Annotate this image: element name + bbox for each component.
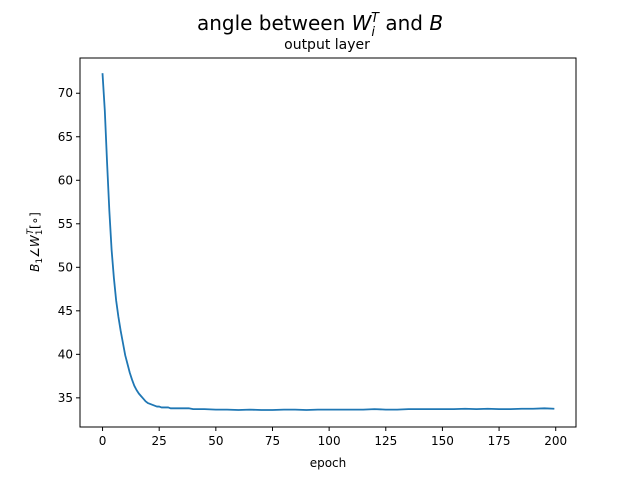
y-tick-label: 45	[58, 304, 73, 318]
title-superscript: T	[371, 11, 380, 26]
y-tick-label: 35	[58, 391, 73, 405]
y-tick-label: 50	[58, 260, 73, 274]
y-axis-ticks: 35 40 45 50 55 60 65 70	[58, 86, 80, 405]
x-tick-label: 0	[99, 434, 107, 448]
y-axis-label: B1∠W1T[∘]	[26, 212, 45, 272]
y-tick-label: 40	[58, 347, 73, 361]
title-symbol-w: W	[352, 11, 373, 35]
x-tick-label: 25	[152, 434, 167, 448]
ylabel-unit: [∘]	[28, 212, 42, 229]
x-tick-label: 150	[431, 434, 454, 448]
chart-subtitle: output layer	[284, 37, 370, 53]
y-tick-label: 55	[58, 217, 73, 231]
ylabel-w-superscript: T	[26, 228, 36, 235]
title-subscript: i	[371, 25, 375, 40]
ylabel-b-subscript: 1	[35, 258, 45, 264]
x-tick-label: 200	[544, 434, 567, 448]
x-tick-label: 75	[265, 434, 280, 448]
x-axis-label: epoch	[310, 456, 347, 470]
x-axis-ticks: 0 25 50 75 100 125 150 175 200	[99, 427, 567, 448]
title-text-1: angle between	[197, 11, 352, 35]
y-tick-label: 60	[58, 173, 73, 187]
x-tick-label: 175	[488, 434, 511, 448]
x-tick-label: 125	[374, 434, 397, 448]
x-tick-label: 50	[208, 434, 223, 448]
title-symbol-b: B	[429, 11, 443, 35]
ylabel-angle-w: ∠W	[28, 234, 42, 258]
ylabel-b: B	[28, 264, 42, 272]
ylabel-w-subscript: 1	[35, 230, 45, 236]
title-text-2: and	[379, 11, 429, 35]
y-tick-label: 65	[58, 130, 73, 144]
data-line	[101, 73, 555, 411]
y-tick-label: 70	[58, 86, 73, 100]
x-tick-label: 100	[318, 434, 341, 448]
plot-frame	[79, 57, 577, 428]
plot-area	[80, 58, 576, 427]
chart-title: angle between WiT and B	[197, 11, 443, 40]
